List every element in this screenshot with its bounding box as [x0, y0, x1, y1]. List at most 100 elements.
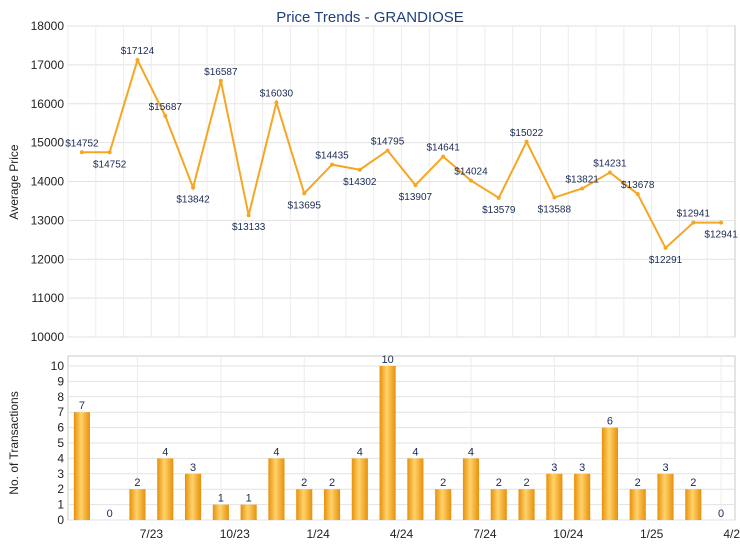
- transactions-bar-label: 10: [381, 354, 393, 366]
- transactions-y-tick-label: 2: [57, 482, 64, 496]
- transactions-bar-label: 1: [246, 493, 252, 505]
- transactions-x-tick-label: 10/24: [553, 527, 583, 541]
- transactions-y-tick-label: 9: [57, 374, 64, 388]
- price-data-point: [663, 245, 668, 250]
- price-data-point: [330, 162, 335, 167]
- price-data-label: $14752: [93, 159, 127, 170]
- transactions-bar: [462, 458, 480, 520]
- transactions-bar-label: 2: [329, 477, 335, 489]
- transactions-bar: [629, 489, 646, 520]
- price-data-point: [274, 100, 279, 105]
- price-data-point: [302, 191, 307, 196]
- transactions-bar-label: 2: [690, 477, 696, 489]
- price-data-label: $13821: [565, 174, 599, 185]
- transactions-y-tick-label: 6: [57, 421, 64, 435]
- price-data-label: $12941: [677, 209, 711, 220]
- price-data-label: $12941: [704, 230, 738, 241]
- price-data-label: $14302: [343, 177, 377, 188]
- price-series-line: [81, 57, 722, 250]
- price-y-tick-label: 15000: [31, 136, 65, 150]
- transactions-bar-label: 6: [607, 416, 613, 428]
- transactions-plot-frame: [67, 355, 736, 521]
- transactions-bar-label: 4: [357, 446, 363, 458]
- transactions-bar: [407, 458, 424, 520]
- transactions-bar: [157, 458, 174, 520]
- transactions-bar-label: 2: [440, 477, 446, 489]
- price-data-label: $12291: [649, 255, 683, 266]
- price-data-point: [135, 58, 140, 63]
- price-data-label: $14795: [371, 137, 405, 148]
- price-y-tick-label: 17000: [31, 58, 65, 72]
- price-y-tick-label: 14000: [31, 175, 65, 189]
- transactions-bar: [435, 489, 452, 520]
- price-data-point: [413, 183, 418, 188]
- transactions-y-tick-label: 7: [57, 405, 64, 419]
- price-data-point: [79, 150, 84, 155]
- transactions-bar-label: 7: [79, 400, 85, 412]
- transactions-bar-label: 0: [107, 508, 113, 520]
- transactions-bar: [351, 458, 368, 520]
- transactions-bar-label: 3: [662, 462, 668, 474]
- transactions-bar: [518, 489, 535, 520]
- price-y-tick-label: 18000: [31, 19, 65, 33]
- transactions-bar-label: 3: [190, 462, 196, 474]
- price-data-label: $13588: [538, 205, 572, 216]
- price-data-label: $13907: [399, 192, 433, 203]
- price-data-label: $15687: [149, 102, 183, 113]
- transactions-y-tick-label: 4: [57, 451, 64, 465]
- transactions-bar-label: 2: [301, 477, 307, 489]
- price-data-point: [246, 213, 251, 218]
- price-data-label: $14641: [427, 143, 461, 154]
- price-data-point: [524, 139, 529, 144]
- price-data-point: [357, 167, 362, 172]
- y-axis-label-transactions: No. of Transactions: [7, 391, 21, 494]
- price-y-tick-label: 11000: [32, 291, 65, 305]
- transactions-bar-label: 3: [551, 462, 557, 474]
- price-data-label: $15022: [510, 128, 544, 139]
- price-data-point: [191, 185, 196, 190]
- price-data-point: [552, 195, 557, 200]
- transactions-bar: [296, 489, 313, 520]
- transactions-bar: [212, 504, 229, 520]
- price-data-point: [719, 220, 724, 225]
- transactions-bar-label: 2: [496, 477, 502, 489]
- price-data-point: [580, 186, 585, 191]
- transactions-bar-label: 4: [412, 446, 418, 458]
- transactions-x-tick-label: 7/24: [473, 527, 497, 541]
- transactions-bar: [601, 427, 618, 520]
- transactions-y-tick-label: 0: [57, 513, 64, 527]
- price-y-tick-label: 10000: [31, 330, 65, 344]
- transactions-bar-label: 4: [273, 446, 279, 458]
- transactions-x-tick-label: 4/25: [723, 527, 740, 541]
- price-y-tick-label: 13000: [31, 213, 65, 227]
- transactions-y-tick-label: 8: [57, 390, 64, 404]
- transactions-bar-label: 3: [579, 462, 585, 474]
- price-data-label: $14231: [593, 159, 627, 170]
- price-data-label: $13678: [621, 180, 655, 191]
- price-data-point: [163, 113, 168, 118]
- price-plot-area: 10000 11000 12000 13000 14000 15000 16000 17000…: [31, 19, 739, 344]
- transactions-bar-label: 1: [218, 493, 224, 505]
- price-data-label: $13695: [288, 200, 322, 211]
- transactions-bar-label: 2: [635, 477, 641, 489]
- transactions-x-tick-label: 10/23: [220, 527, 250, 541]
- transactions-bar: [129, 489, 146, 520]
- transactions-y-tick-label: 3: [57, 467, 64, 481]
- transactions-bar-label: 2: [134, 477, 140, 489]
- transactions-x-tick-label: 1/24: [306, 527, 330, 541]
- transactions-bar: [185, 473, 202, 520]
- price-data-label: $16030: [260, 89, 294, 100]
- transactions-bar: [657, 473, 674, 520]
- price-data-label: $13579: [482, 205, 516, 216]
- price-data-point: [691, 220, 696, 225]
- transactions-bar-label: 2: [524, 477, 530, 489]
- price-data-label: $16587: [204, 67, 238, 78]
- price-data-point: [385, 148, 390, 153]
- transactions-bar: [73, 412, 90, 520]
- transactions-y-tick-label: 10: [51, 359, 65, 373]
- price-data-point: [107, 150, 112, 155]
- transactions-x-tick-label: 1/25: [640, 527, 664, 541]
